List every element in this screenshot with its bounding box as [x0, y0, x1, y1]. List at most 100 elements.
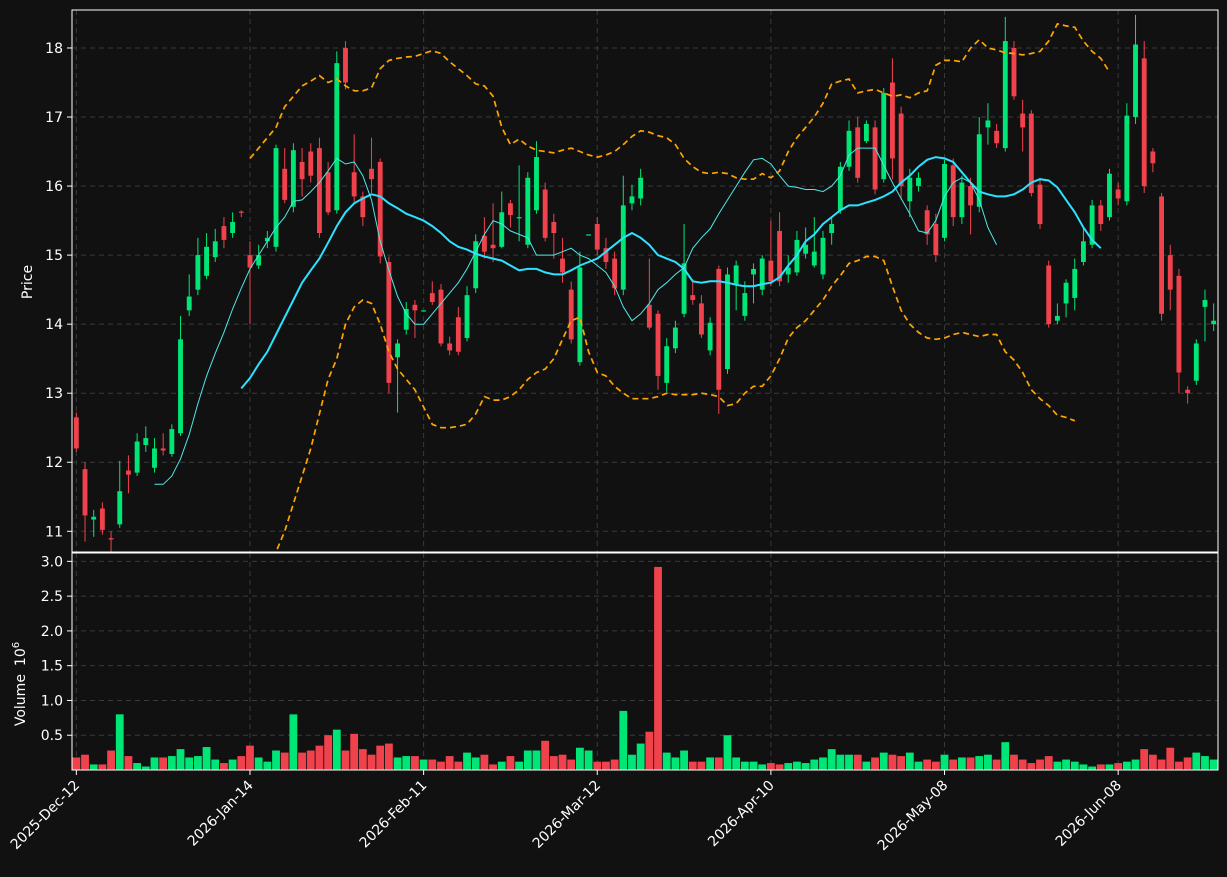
candle-body — [811, 251, 817, 266]
candle-body — [377, 161, 383, 257]
candle-body — [1107, 173, 1112, 218]
candle-body — [699, 303, 704, 335]
candle-body — [707, 322, 713, 351]
volume-bar — [1201, 756, 1209, 770]
candle — [473, 234, 479, 294]
volume-bar — [1088, 766, 1097, 770]
volume-exponent-base: 10 — [13, 648, 29, 666]
price-tick-label: 11 — [45, 524, 63, 540]
volume-bar — [298, 752, 306, 770]
volume-tick-label: 3.0 — [41, 554, 63, 570]
candle — [1011, 41, 1017, 100]
volume-bar — [758, 764, 767, 770]
volume-bar — [506, 756, 515, 770]
candle-body — [985, 120, 991, 128]
candle — [551, 213, 557, 259]
candle — [186, 274, 192, 316]
candle — [638, 168, 644, 206]
candle — [759, 255, 765, 296]
candle — [490, 203, 496, 263]
candle — [108, 531, 114, 554]
candle — [994, 123, 1000, 149]
candle-body — [186, 296, 192, 311]
candle — [82, 462, 88, 542]
candle-body — [195, 255, 201, 290]
volume-bar — [1175, 761, 1183, 770]
candle-body — [664, 346, 670, 383]
candle-body — [473, 241, 479, 289]
volume-bar — [211, 759, 220, 770]
volume-exponent-power: 6 — [11, 642, 22, 648]
candle-body — [1072, 268, 1078, 298]
candle-body — [499, 212, 505, 247]
moving-average-long-line — [240, 156, 1102, 390]
volume-bar — [602, 761, 610, 770]
candle-body — [759, 258, 765, 290]
volume-bar — [723, 735, 732, 770]
volume-bar — [801, 763, 810, 770]
candle-body — [742, 293, 748, 316]
candle-body — [1211, 320, 1217, 325]
volume-bar — [81, 754, 89, 770]
candle — [221, 217, 227, 249]
volume-bar — [949, 759, 958, 770]
candle-body — [820, 237, 826, 275]
volume-bar — [1036, 759, 1044, 770]
candle-body — [438, 289, 444, 344]
candle — [351, 134, 357, 204]
candle-body — [846, 130, 852, 167]
volume-bar — [1131, 759, 1140, 770]
candle — [334, 51, 340, 214]
volume-bar — [471, 757, 480, 770]
candle — [343, 41, 348, 90]
volume-bar — [819, 757, 827, 770]
candle-body — [238, 211, 244, 213]
volume-bar — [1122, 761, 1131, 770]
price-tick-label: 12 — [45, 455, 63, 471]
candle — [933, 213, 939, 263]
volume-panel-frame — [71, 552, 1219, 771]
volume-tick-label: 0.5 — [41, 728, 63, 744]
candle-body — [568, 289, 574, 340]
price-panel-frame — [71, 9, 1219, 553]
candle — [542, 182, 548, 242]
candle-body — [959, 182, 965, 218]
candle-body — [464, 295, 470, 338]
candle-body — [82, 469, 88, 516]
volume-bar — [662, 752, 671, 770]
volume-bar — [202, 747, 211, 770]
candle-body — [256, 255, 262, 266]
candle — [421, 310, 427, 312]
volume-axis-label: Volume 106 — [11, 642, 29, 726]
candle — [412, 299, 418, 338]
volume-bar — [827, 749, 836, 770]
volume-bar — [141, 766, 150, 770]
volume-bar — [1079, 764, 1088, 770]
volume-bar — [784, 763, 793, 770]
candle-body — [386, 262, 392, 383]
volume-bar — [176, 749, 185, 770]
candle-body — [1167, 255, 1173, 290]
volume-bar — [306, 750, 315, 770]
volume-bar — [315, 745, 324, 770]
bollinger-lower-line — [275, 255, 1076, 552]
candle — [916, 172, 921, 192]
candle — [976, 117, 982, 213]
candle — [99, 502, 105, 535]
candle — [1150, 148, 1156, 173]
candle-body — [1098, 205, 1104, 225]
volume-bar — [1053, 761, 1062, 770]
candle-body — [803, 244, 809, 254]
candle — [317, 137, 322, 238]
candle — [646, 258, 652, 330]
volume-tick-label: 2.5 — [41, 589, 63, 605]
candle-body — [1046, 265, 1052, 325]
volume-bar — [575, 747, 584, 770]
volume-bar — [645, 731, 654, 770]
candle — [534, 141, 539, 214]
candle — [160, 433, 166, 456]
candle — [91, 509, 97, 537]
candle-body — [638, 177, 644, 199]
candle-body — [655, 313, 661, 376]
